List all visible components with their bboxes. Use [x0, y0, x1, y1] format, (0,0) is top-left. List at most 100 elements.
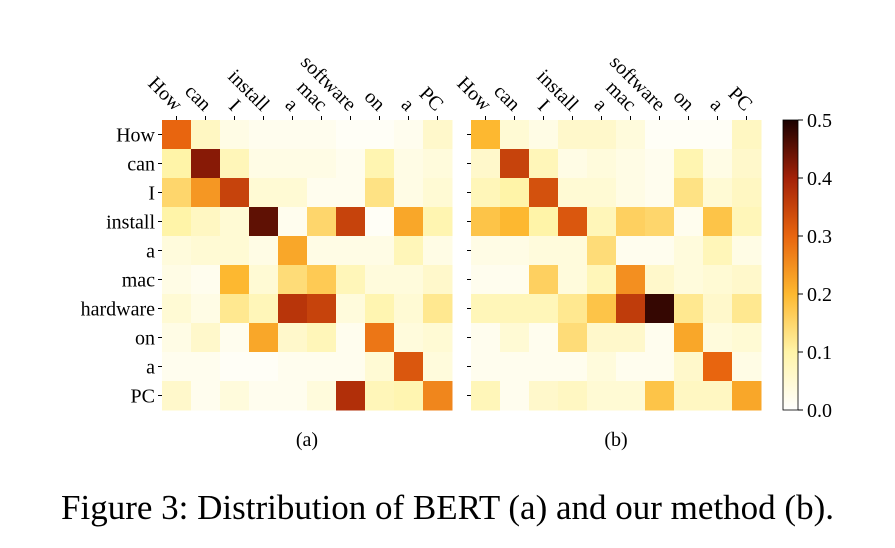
heatmap-a-cell-5-0 — [162, 265, 192, 295]
heatmap-b-cell-8-3 — [558, 352, 588, 382]
panel-label-b: (b) — [604, 429, 627, 451]
heatmap-b-cell-4-1 — [500, 236, 530, 266]
heatmap-a-cell-4-3 — [249, 236, 279, 266]
y-label-a-7: on — [135, 328, 155, 350]
heatmap-a-cell-1-9 — [423, 149, 453, 179]
heatmap-a-cell-2-1 — [191, 178, 221, 208]
heatmap-b-cell-0-4 — [587, 120, 617, 150]
y-label-a-6: hardware — [81, 299, 156, 321]
heatmap-b-cell-3-3 — [558, 207, 588, 237]
heatmap-a-cell-7-9 — [423, 323, 453, 353]
heatmap-b-cell-5-7 — [674, 265, 704, 295]
heatmap-a-cell-1-3 — [249, 149, 279, 179]
heatmap-b-cell-4-7 — [674, 236, 704, 266]
heatmap-a-cell-0-7 — [365, 120, 395, 150]
heatmap-a-cell-3-0 — [162, 207, 192, 237]
heatmap-a-cell-1-1 — [191, 149, 221, 179]
heatmap-a-cell-9-3 — [249, 381, 279, 411]
heatmap-b-cell-2-0 — [471, 178, 501, 208]
heatmap-b-cell-3-8 — [703, 207, 733, 237]
heatmap-b-cell-8-0 — [471, 352, 501, 382]
heatmap-a-cell-5-1 — [191, 265, 221, 295]
heatmap-a-cell-3-9 — [423, 207, 453, 237]
heatmap-a-cell-0-8 — [394, 120, 424, 150]
heatmap-b-cell-7-2 — [529, 323, 559, 353]
heatmap-a-cell-9-6 — [336, 381, 366, 411]
heatmap-b-cell-5-8 — [703, 265, 733, 295]
heatmap-a-cell-5-2 — [220, 265, 250, 295]
y-label-a-0: How — [116, 125, 155, 147]
heatmap-b-cell-7-4 — [587, 323, 617, 353]
heatmap-b-cell-2-7 — [674, 178, 704, 208]
heatmap-b-cell-7-1 — [500, 323, 530, 353]
heatmap-b-cell-8-7 — [674, 352, 704, 382]
heatmap-b-cell-5-3 — [558, 265, 588, 295]
colorbar-tick-label-0: 0.0 — [807, 400, 832, 422]
heatmap-a-cell-2-7 — [365, 178, 395, 208]
colorbar-tick-label-5: 0.5 — [807, 110, 832, 132]
heatmap-b-cell-7-6 — [645, 323, 675, 353]
heatmap-b-cell-8-1 — [500, 352, 530, 382]
heatmap-b-cell-1-5 — [616, 149, 646, 179]
heatmap-b-cell-3-6 — [645, 207, 675, 237]
y-label-a-9: PC — [131, 386, 155, 408]
colorbar-tick-label-2: 0.2 — [807, 284, 832, 306]
heatmap-b-cell-1-8 — [703, 149, 733, 179]
heatmap-a-cell-8-5 — [307, 352, 337, 382]
heatmap-b-cell-1-1 — [500, 149, 530, 179]
heatmap-a-cell-9-1 — [191, 381, 221, 411]
heatmap-a-cell-8-0 — [162, 352, 192, 382]
heatmap-b-cell-8-6 — [645, 352, 675, 382]
colorbar-gradient — [782, 119, 799, 411]
heatmap-a-cell-7-0 — [162, 323, 192, 353]
heatmap-a-cell-9-5 — [307, 381, 337, 411]
heatmap-b-cell-4-2 — [529, 236, 559, 266]
heatmap-a-cell-5-4 — [278, 265, 308, 295]
heatmap-a-cell-8-4 — [278, 352, 308, 382]
x-label-a-0: How — [143, 72, 186, 115]
heatmap-a-cell-8-1 — [191, 352, 221, 382]
heatmap-a-cell-6-1 — [191, 294, 221, 324]
heatmap-b-cell-3-1 — [500, 207, 530, 237]
heatmap-a-cell-6-6 — [336, 294, 366, 324]
heatmap-a-cell-0-1 — [191, 120, 221, 150]
y-label-a-4: a — [146, 241, 155, 263]
heatmap-a-cell-9-0 — [162, 381, 192, 411]
heatmap-a-cell-3-2 — [220, 207, 250, 237]
heatmap-a-cell-7-8 — [394, 323, 424, 353]
heatmap-a-cell-0-0 — [162, 120, 192, 150]
heatmap-a-cell-5-3 — [249, 265, 279, 295]
heatmap-a-cell-1-4 — [278, 149, 308, 179]
heatmap-b-cell-8-9 — [732, 352, 762, 382]
heatmap-b-cell-6-6 — [645, 294, 675, 324]
heatmap-a-cell-2-9 — [423, 178, 453, 208]
heatmap-b-cell-0-2 — [529, 120, 559, 150]
heatmap-a-cell-7-2 — [220, 323, 250, 353]
heatmap-b-cell-7-7 — [674, 323, 704, 353]
heatmap-b-cell-9-4 — [587, 381, 617, 411]
heatmap-a-cell-3-3 — [249, 207, 279, 237]
heatmap-a-cell-0-6 — [336, 120, 366, 150]
heatmap-b-cell-6-8 — [703, 294, 733, 324]
heatmap-a-cell-3-8 — [394, 207, 424, 237]
heatmap-a-cell-8-7 — [365, 352, 395, 382]
heatmap-b-cell-7-5 — [616, 323, 646, 353]
heatmap-a-cell-5-9 — [423, 265, 453, 295]
heatmap-b-cell-6-0 — [471, 294, 501, 324]
heatmap-b-cell-7-0 — [471, 323, 501, 353]
x-label-b-9: PC — [724, 83, 757, 116]
heatmap-a-cell-8-3 — [249, 352, 279, 382]
heatmap-b-cell-4-6 — [645, 236, 675, 266]
heatmap-a-cell-4-6 — [336, 236, 366, 266]
heatmap-b-cell-2-2 — [529, 178, 559, 208]
heatmap-b-cell-4-9 — [732, 236, 762, 266]
y-label-a-5: mac — [122, 270, 155, 292]
heatmap-a-cell-7-7 — [365, 323, 395, 353]
x-label-a-1: can — [180, 80, 215, 115]
heatmap-a-cell-6-2 — [220, 294, 250, 324]
x-label-a-7: on — [360, 86, 390, 116]
heatmap-a-cell-2-4 — [278, 178, 308, 208]
